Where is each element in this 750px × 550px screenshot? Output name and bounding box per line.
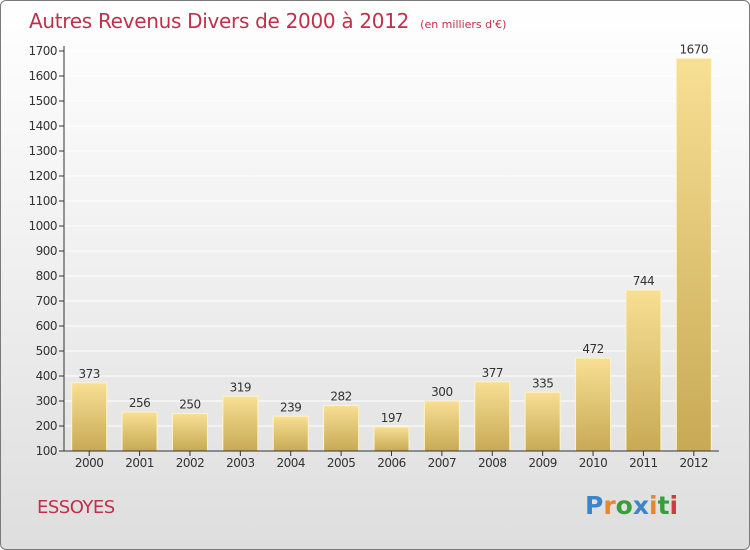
logo-letter: i — [649, 491, 658, 520]
x-tick-label: 2010 — [579, 456, 608, 470]
data-label: 239 — [280, 400, 301, 414]
bar — [625, 289, 662, 452]
x-tick-label: 2008 — [478, 456, 507, 470]
x-tick-label: 2003 — [226, 456, 255, 470]
y-tick-label: 200 — [36, 419, 57, 433]
y-tick-label: 1500 — [28, 94, 57, 108]
bar — [121, 411, 158, 452]
y-tick-label: 1200 — [28, 169, 57, 183]
x-tick-label: 2006 — [377, 456, 406, 470]
y-tick-label: 1000 — [28, 219, 57, 233]
bar — [323, 405, 360, 452]
data-label: 335 — [532, 376, 553, 390]
y-tick-label: 1300 — [28, 144, 57, 158]
data-label: 744 — [633, 274, 654, 288]
x-tick-label: 2002 — [176, 456, 205, 470]
town-name: ESSOYES — [37, 497, 115, 518]
bar — [474, 381, 511, 452]
x-tick-label: 2011 — [629, 456, 658, 470]
y-tick-label: 1400 — [28, 119, 57, 133]
bar — [272, 415, 309, 452]
logo-letter: P — [585, 491, 604, 520]
x-tick-label: 2000 — [75, 456, 104, 470]
y-tick-label: 600 — [36, 319, 57, 333]
logo-letter: t — [657, 491, 670, 520]
chart-title: Autres Revenus Divers de 2000 à 2012 — [29, 9, 410, 33]
bar — [71, 382, 108, 452]
bar — [171, 413, 208, 452]
y-tick-label: 1100 — [28, 194, 57, 208]
data-label: 1670 — [680, 43, 709, 57]
data-label: 319 — [230, 380, 251, 394]
y-tick-label: 800 — [36, 269, 57, 283]
logo-letter: o — [615, 491, 633, 520]
x-tick-label: 2001 — [125, 456, 154, 470]
data-label: 197 — [381, 411, 402, 425]
proxiti-logo: Proxiti — [585, 491, 678, 520]
logo-letter: x — [632, 491, 649, 520]
bar — [524, 391, 561, 452]
bar — [373, 426, 410, 452]
y-tick-label: 700 — [36, 294, 57, 308]
y-tick-label: 100 — [36, 444, 57, 458]
data-label: 377 — [482, 366, 503, 380]
data-label: 250 — [179, 398, 200, 412]
x-tick-label: 2005 — [327, 456, 356, 470]
data-label: 282 — [330, 390, 351, 404]
chart-subtitle: (en milliers d'€) — [420, 18, 507, 31]
y-tick-label: 300 — [36, 394, 57, 408]
logo-letter: r — [603, 491, 616, 520]
logo-letter: i — [669, 491, 679, 520]
bar — [222, 395, 259, 452]
data-label: 373 — [78, 367, 99, 381]
x-tick-label: 2009 — [528, 456, 557, 470]
x-tick-label: 2004 — [276, 456, 305, 470]
y-tick-label: 400 — [36, 369, 57, 383]
data-label: 300 — [431, 385, 452, 399]
bar — [575, 357, 612, 452]
data-label: 256 — [129, 396, 150, 410]
y-tick-label: 1600 — [28, 69, 57, 83]
data-label: 472 — [582, 342, 603, 356]
x-tick-label: 2012 — [680, 456, 709, 470]
y-tick-label: 900 — [36, 244, 57, 258]
y-tick-label: 500 — [36, 344, 57, 358]
bar — [675, 58, 712, 452]
title-row: Autres Revenus Divers de 2000 à 2012 (en… — [29, 9, 506, 33]
y-tick-label: 1700 — [28, 44, 57, 58]
x-tick-label: 2007 — [428, 456, 457, 470]
bar — [423, 400, 460, 452]
